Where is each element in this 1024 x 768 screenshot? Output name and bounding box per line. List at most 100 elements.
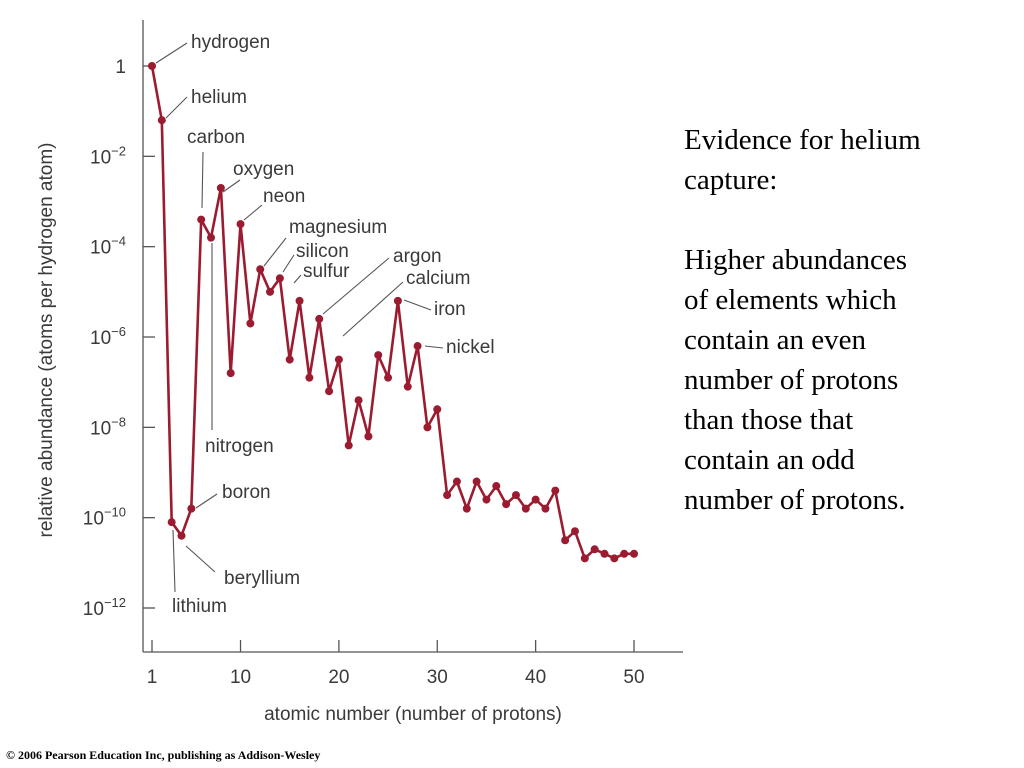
data-point bbox=[167, 518, 176, 527]
data-point bbox=[148, 62, 156, 70]
annotation-leader bbox=[342, 281, 404, 337]
side-note-line: of elements which bbox=[684, 284, 897, 316]
data-point bbox=[393, 296, 402, 305]
x-tick-label: 50 bbox=[623, 667, 644, 688]
x-tick-label: 10 bbox=[230, 667, 251, 688]
data-point bbox=[285, 355, 294, 364]
data-point bbox=[216, 183, 225, 192]
annotation-leader bbox=[172, 529, 176, 593]
data-point bbox=[256, 265, 265, 274]
data-point bbox=[551, 486, 560, 495]
data-point bbox=[325, 387, 334, 396]
annotation-helium: helium bbox=[191, 87, 247, 108]
data-point bbox=[187, 504, 196, 513]
annotation-neon: neon bbox=[263, 186, 305, 207]
y-tick-label: 10−10 bbox=[83, 505, 126, 530]
x-tick-label: 40 bbox=[525, 667, 546, 688]
x-axis-label: atomic number (number of protons) bbox=[264, 704, 562, 725]
data-point bbox=[452, 477, 461, 486]
data-point bbox=[521, 504, 530, 513]
data-point bbox=[157, 116, 166, 125]
annotation-leader bbox=[322, 257, 390, 315]
annotation-argon: argon bbox=[393, 246, 442, 267]
annotation-lithium: lithium bbox=[172, 596, 227, 617]
data-point bbox=[472, 477, 481, 486]
side-note-line: than those that bbox=[684, 404, 854, 436]
data-point bbox=[482, 495, 491, 504]
side-note-line: number of protons bbox=[684, 364, 899, 396]
data-point bbox=[354, 396, 363, 405]
annotation-leader bbox=[155, 42, 188, 64]
side-note-line: contain an odd bbox=[684, 444, 855, 476]
data-point bbox=[374, 351, 383, 360]
side-note-line: number of protons. bbox=[684, 484, 906, 516]
annotation-leader bbox=[185, 545, 216, 573]
y-tick-label: 1 bbox=[115, 57, 126, 78]
annotation-leader bbox=[403, 299, 432, 311]
x-tick-label: 30 bbox=[427, 667, 448, 688]
y-tick-label: 10−2 bbox=[90, 143, 126, 168]
y-axis-ticks: 1 10−2 10−4 10−6 10−8 10−10 10−12 bbox=[83, 57, 155, 620]
data-point bbox=[295, 296, 304, 305]
side-note: Evidence for helium capture: Higher abun… bbox=[684, 120, 1014, 520]
data-point bbox=[580, 554, 589, 563]
annotation-oxygen: oxygen bbox=[233, 159, 294, 180]
y-tick-label: 10−12 bbox=[83, 595, 126, 620]
copyright-notice: © 2006 Pearson Education Inc, publishing… bbox=[6, 748, 321, 762]
annotation-leader bbox=[165, 96, 188, 119]
side-note-line: capture: bbox=[684, 164, 778, 196]
data-point bbox=[423, 423, 432, 432]
data-point bbox=[531, 495, 540, 504]
data-point bbox=[590, 545, 599, 554]
data-point bbox=[570, 527, 579, 536]
annotation-leader bbox=[243, 204, 263, 221]
data-point bbox=[177, 531, 186, 540]
annotation-leader bbox=[293, 274, 302, 284]
x-tick-label: 20 bbox=[328, 667, 349, 688]
data-point bbox=[462, 504, 471, 513]
data-point bbox=[275, 274, 284, 283]
data-point bbox=[433, 405, 442, 414]
data-point bbox=[492, 482, 501, 491]
data-point bbox=[630, 549, 638, 558]
data-point bbox=[315, 314, 324, 323]
data-point bbox=[502, 500, 511, 509]
x-tick-label: 1 bbox=[147, 667, 158, 688]
data-point bbox=[561, 536, 570, 545]
data-point bbox=[600, 549, 609, 558]
data-point bbox=[364, 432, 373, 441]
data-point bbox=[266, 287, 275, 296]
data-point bbox=[334, 355, 343, 364]
data-point bbox=[197, 215, 206, 224]
data-point bbox=[226, 369, 235, 378]
data-point bbox=[236, 220, 245, 229]
data-point bbox=[305, 373, 314, 382]
x-axis-ticks: 1 10 20 30 40 50 bbox=[147, 640, 645, 688]
data-point bbox=[403, 382, 412, 391]
y-axis-label: relative abundance (atoms per hydrogen a… bbox=[36, 142, 57, 537]
annotation-leader bbox=[424, 345, 444, 349]
annotation-silicon: silicon bbox=[296, 241, 349, 262]
annotation-nickel: nickel bbox=[446, 337, 495, 358]
y-tick-label: 10−4 bbox=[90, 234, 126, 259]
annotation-sulfur: sulfur bbox=[303, 261, 350, 282]
annotation-nitrogen: nitrogen bbox=[205, 436, 274, 457]
data-point bbox=[246, 319, 255, 328]
annotation-leader bbox=[263, 237, 287, 267]
annotation-calcium: calcium bbox=[406, 268, 470, 289]
annotation-carbon: carbon bbox=[187, 127, 245, 148]
data-point bbox=[443, 491, 452, 500]
paragraph-gap bbox=[684, 200, 1014, 240]
side-note-line: Evidence for helium bbox=[684, 124, 921, 156]
y-tick-label: 10−8 bbox=[90, 414, 126, 439]
data-point bbox=[344, 441, 353, 450]
element-annotations: hydrogen helium lithium beryllium boron carbo… bbox=[155, 32, 495, 617]
side-note-line: contain an even bbox=[684, 324, 866, 356]
data-point bbox=[384, 373, 393, 382]
annotation-iron: iron bbox=[434, 299, 466, 320]
annotation-leader bbox=[222, 179, 241, 193]
abundance-series bbox=[148, 62, 638, 563]
data-point bbox=[610, 554, 619, 563]
axes bbox=[142, 20, 683, 653]
